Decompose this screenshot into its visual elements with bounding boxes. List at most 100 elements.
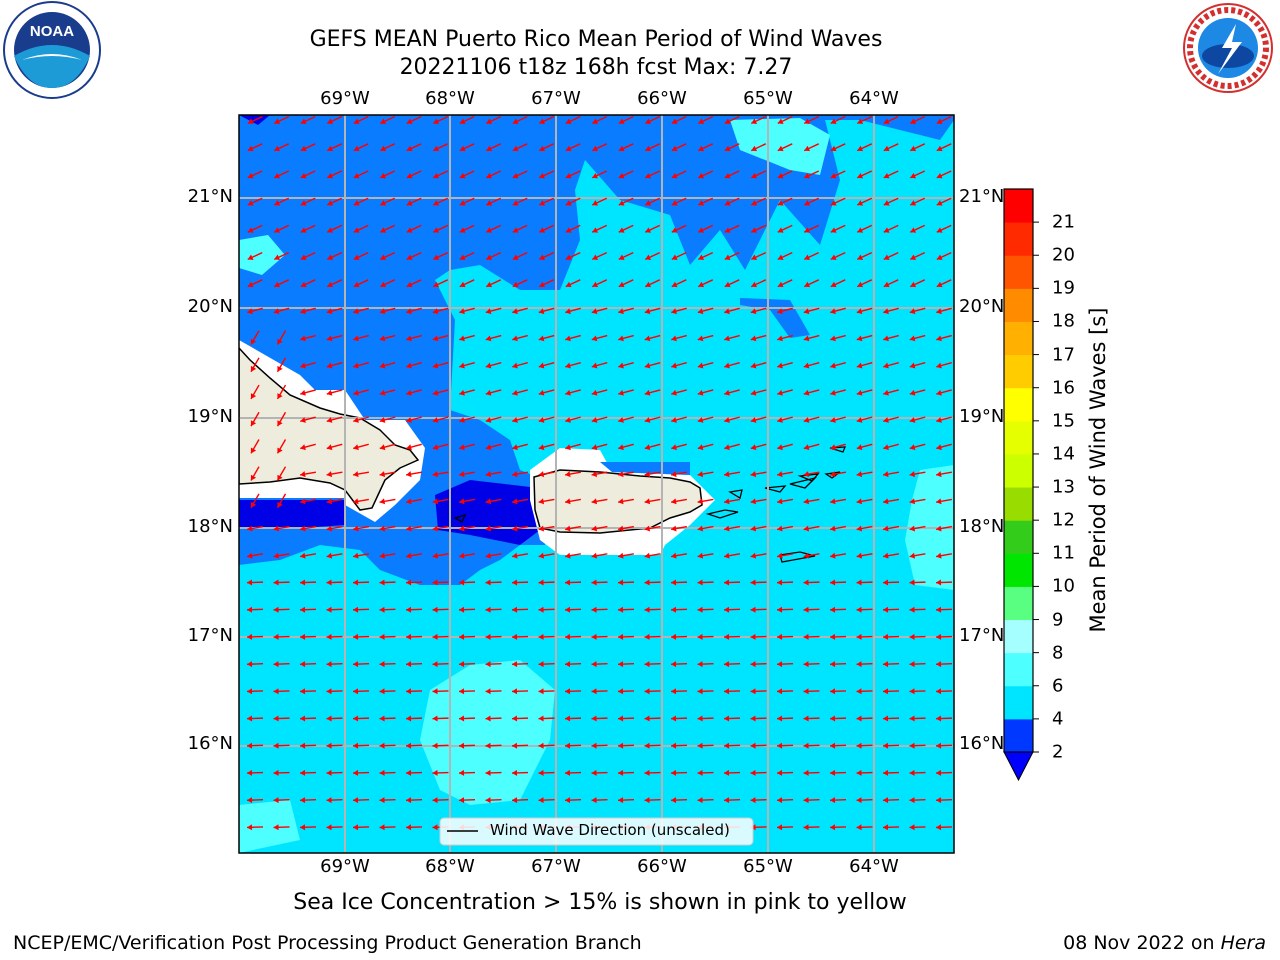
- wave-direction-arrow: [379, 224, 396, 233]
- wave-direction-arrow: [406, 170, 422, 179]
- wave-direction-arrow: [909, 715, 926, 722]
- wave-direction-arrow: [617, 715, 635, 722]
- wave-direction-arrow: [406, 334, 422, 342]
- wave-direction-arrow: [935, 715, 953, 722]
- wave-direction-arrow: [724, 389, 740, 396]
- wave-direction-arrow: [591, 579, 608, 586]
- wave-direction-arrow: [936, 143, 952, 152]
- wave-direction-arrow: [485, 471, 502, 478]
- lon-tick-bottom: 67°W: [531, 856, 581, 877]
- footer-date: 08 Nov 2022 on Hera: [1063, 932, 1266, 954]
- wave-direction-arrow: [379, 251, 396, 261]
- wave-direction-arrow: [750, 362, 767, 369]
- wave-direction-arrow: [644, 742, 661, 749]
- wave-direction-arrow: [511, 742, 529, 749]
- colorbar-tick-label: 19: [1052, 277, 1075, 299]
- map-panel: [239, 115, 954, 853]
- wave-direction-arrow: [936, 334, 952, 342]
- wave-direction-arrow: [883, 362, 899, 369]
- wave-direction-arrow: [352, 824, 370, 831]
- wave-direction-arrow: [591, 307, 608, 315]
- wave-direction-arrow: [591, 143, 608, 152]
- wave-direction-arrow: [882, 661, 900, 668]
- wave-direction-arrow: [353, 389, 369, 396]
- wave-direction-arrow: [644, 197, 661, 206]
- wave-direction-arrow: [856, 606, 873, 613]
- colorbar-tick-label: 4: [1052, 708, 1064, 730]
- wave-direction-arrow: [883, 251, 899, 261]
- colorbar-tick-label: 11: [1052, 542, 1075, 564]
- wave-direction-arrow: [300, 279, 316, 288]
- wave-direction-arrow: [538, 579, 555, 586]
- wave-direction-arrow: [724, 143, 740, 152]
- wave-direction-arrow: [723, 769, 741, 776]
- wave-direction-arrow: [379, 143, 396, 152]
- wave-direction-arrow: [458, 471, 476, 478]
- wave-direction-arrow: [459, 416, 475, 423]
- wave-direction-arrow: [511, 769, 529, 776]
- wave-direction-arrow: [485, 797, 502, 804]
- wave-direction-arrow: [379, 824, 396, 831]
- wave-direction-arrow: [432, 661, 449, 668]
- wave-direction-arrow: [432, 197, 449, 206]
- wave-direction-arrow: [617, 579, 635, 586]
- wave-direction-arrow: [300, 170, 316, 179]
- wave-direction-arrow: [671, 197, 687, 206]
- wave-direction-arrow: [273, 279, 290, 288]
- wave-direction-arrow: [909, 525, 926, 532]
- nws-logo: [1183, 3, 1273, 93]
- wave-direction-arrow: [856, 688, 873, 695]
- wave-direction-arrow: [326, 224, 343, 233]
- wave-direction-arrow: [459, 443, 475, 451]
- wave-direction-arrow: [485, 633, 502, 640]
- wave-direction-arrow: [326, 633, 343, 640]
- svg-text:NOAA: NOAA: [30, 23, 74, 40]
- wave-direction-arrow: [538, 769, 555, 776]
- wave-direction-arrow: [803, 525, 820, 532]
- colorbar-cover: [1004, 188, 1033, 753]
- wave-direction-arrow: [909, 633, 926, 640]
- wave-direction-arrow: [591, 797, 608, 804]
- wave-direction-arrow: [644, 334, 661, 342]
- wave-direction-arrow: [564, 742, 582, 749]
- wave-direction-arrow: [432, 525, 449, 532]
- wave-direction-arrow: [246, 525, 264, 532]
- wave-direction-arrow: [777, 334, 793, 342]
- wave-direction-arrow: [936, 307, 952, 315]
- lat-tick-left: 16°N: [187, 733, 233, 754]
- wave-direction-arrow: [538, 606, 555, 613]
- wave-direction-arrow: [247, 115, 263, 125]
- wave-direction-arrow: [882, 742, 900, 749]
- wave-direction-arrow: [300, 197, 316, 206]
- wave-direction-arrow: [250, 493, 260, 509]
- wave-direction-arrow: [670, 742, 688, 749]
- wave-direction-arrow: [829, 498, 847, 505]
- wave-direction-arrow: [723, 633, 741, 640]
- wave-direction-arrow: [776, 769, 794, 776]
- wave-direction-arrow: [353, 307, 369, 315]
- wave-direction-arrow: [697, 552, 714, 559]
- wave-direction-arrow: [273, 661, 290, 668]
- wave-direction-arrow: [379, 170, 396, 179]
- wave-direction-arrow: [538, 661, 555, 668]
- wave-direction-arrow: [776, 715, 794, 722]
- wave-direction-arrow: [697, 715, 714, 722]
- wave-direction-arrow: [273, 307, 290, 315]
- wave-direction-arrow: [273, 115, 290, 125]
- wave-direction-arrow: [856, 362, 873, 369]
- wave-direction-arrow: [750, 471, 767, 478]
- wave-direction-arrow: [909, 769, 926, 776]
- wave-direction-arrow: [326, 197, 343, 206]
- wave-direction-arrow: [432, 443, 449, 451]
- colorbar-segment: [1004, 718, 1033, 753]
- wave-direction-arrow: [882, 498, 900, 505]
- wave-direction-arrow: [511, 525, 529, 532]
- lat-tick-right: 16°N: [959, 733, 1005, 754]
- wave-direction-arrow: [618, 115, 634, 125]
- wave-direction-arrow: [379, 715, 396, 722]
- wave-direction-arrow: [644, 143, 661, 152]
- wave-direction-arrow: [432, 224, 449, 233]
- wave-direction-arrow: [379, 334, 396, 342]
- wave-direction-arrow: [591, 742, 608, 749]
- wave-direction-arrow: [564, 715, 582, 722]
